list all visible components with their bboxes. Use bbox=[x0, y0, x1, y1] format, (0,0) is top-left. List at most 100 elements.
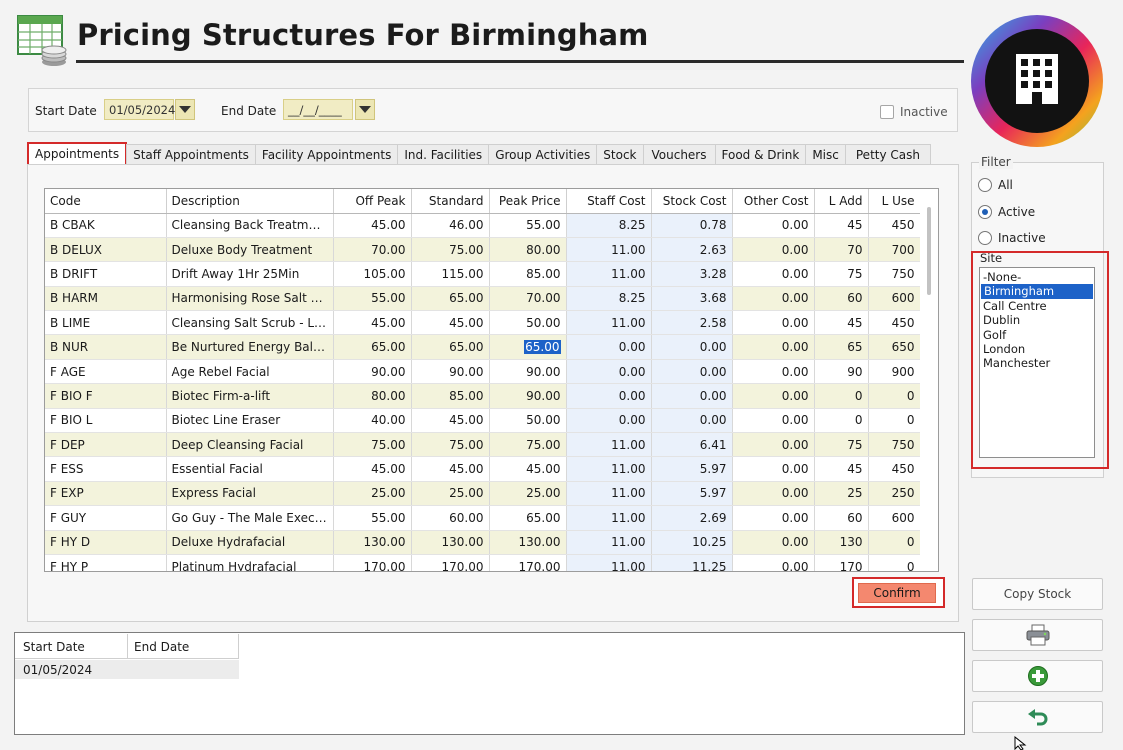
cell-stock-cost[interactable]: 3.68 bbox=[651, 286, 733, 312]
column-header-standard[interactable]: Standard bbox=[411, 189, 490, 214]
cell-off-peak[interactable]: 105.00 bbox=[333, 261, 412, 287]
cell-off-peak[interactable]: 25.00 bbox=[333, 481, 412, 507]
cell-other-cost[interactable]: 0.00 bbox=[732, 383, 815, 409]
column-header-code[interactable]: Code bbox=[45, 189, 167, 214]
site-option-london[interactable]: London bbox=[983, 341, 1026, 356]
cell-description[interactable]: Biotec Firm-a-lift bbox=[166, 383, 334, 409]
site-option-call-centre[interactable]: Call Centre bbox=[983, 298, 1047, 313]
tab-facility-appointments[interactable]: Facility Appointments bbox=[254, 144, 399, 166]
cell-l-use[interactable]: 450 bbox=[868, 310, 921, 336]
cell-staff-cost[interactable]: 11.00 bbox=[566, 481, 652, 507]
cell-standard[interactable]: 75.00 bbox=[411, 432, 490, 458]
cell-description[interactable]: Drift Away 1Hr 25Min bbox=[166, 261, 334, 287]
cell-staff-cost[interactable]: 0.00 bbox=[566, 383, 652, 409]
cell-standard[interactable]: 45.00 bbox=[411, 408, 490, 434]
history-header-end-date[interactable]: End Date bbox=[128, 634, 239, 659]
cell-peak-price[interactable]: 85.00 bbox=[489, 261, 567, 287]
tab-vouchers[interactable]: Vouchers bbox=[642, 144, 716, 166]
cell-l-add[interactable]: 170 bbox=[814, 554, 869, 571]
table-row[interactable]: F DEP Deep Cleansing Facial 75.00 75.00 75.0… bbox=[45, 432, 921, 458]
cell-description[interactable]: Express Facial bbox=[166, 481, 334, 507]
cell-standard[interactable]: 85.00 bbox=[411, 383, 490, 409]
cell-code[interactable]: B LIME bbox=[45, 310, 167, 336]
cell-code[interactable]: B HARM bbox=[45, 286, 167, 312]
cell-code[interactable]: F AGE bbox=[45, 359, 167, 385]
cell-standard[interactable]: 45.00 bbox=[411, 310, 490, 336]
cell-other-cost[interactable]: 0.00 bbox=[732, 530, 815, 555]
cell-off-peak[interactable]: 45.00 bbox=[333, 456, 412, 482]
grid-vertical-scrollbar[interactable] bbox=[920, 189, 938, 571]
end-date-field[interactable]: __/__/____ bbox=[283, 99, 353, 120]
cell-peak-price[interactable]: 80.00 bbox=[489, 237, 567, 263]
cell-other-cost[interactable]: 0.00 bbox=[732, 432, 815, 458]
cell-l-use[interactable]: 0 bbox=[868, 554, 921, 571]
cell-other-cost[interactable]: 0.00 bbox=[732, 456, 815, 482]
cell-staff-cost[interactable]: 0.00 bbox=[566, 334, 652, 360]
table-row[interactable]: B NUR Be Nurtured Energy Balancer 65.00 65.… bbox=[45, 334, 921, 360]
cell-peak-price[interactable]: 65.00 bbox=[489, 505, 567, 531]
cell-peak-price[interactable]: 90.00 bbox=[489, 383, 567, 409]
cell-stock-cost[interactable]: 2.63 bbox=[651, 237, 733, 263]
cell-stock-cost[interactable]: 2.69 bbox=[651, 505, 733, 531]
cell-l-add[interactable]: 130 bbox=[814, 530, 869, 555]
tab-group-activities[interactable]: Group Activities bbox=[488, 144, 598, 166]
cell-l-use[interactable]: 900 bbox=[868, 359, 921, 385]
cell-l-add[interactable]: 0 bbox=[814, 408, 869, 434]
cell-description[interactable]: Deep Cleansing Facial bbox=[166, 432, 334, 458]
cell-stock-cost[interactable]: 0.00 bbox=[651, 408, 733, 434]
column-header-description[interactable]: Description bbox=[166, 189, 334, 214]
cell-peak-price[interactable]: 130.00 bbox=[489, 530, 567, 555]
cell-other-cost[interactable]: 0.00 bbox=[732, 481, 815, 507]
cell-code[interactable]: F DEP bbox=[45, 432, 167, 458]
add-button[interactable] bbox=[972, 660, 1103, 692]
cell-off-peak[interactable]: 45.00 bbox=[333, 213, 412, 238]
cell-standard[interactable]: 75.00 bbox=[411, 237, 490, 263]
cell-l-add[interactable]: 70 bbox=[814, 237, 869, 263]
cell-l-add[interactable]: 60 bbox=[814, 286, 869, 312]
table-row[interactable]: F BIO F Biotec Firm-a-lift 80.00 85.00 90.00… bbox=[45, 383, 921, 409]
column-header-off-peak[interactable]: Off Peak bbox=[333, 189, 412, 214]
cell-off-peak[interactable]: 170.00 bbox=[333, 554, 412, 571]
cell-peak-price[interactable]: 70.00 bbox=[489, 286, 567, 312]
cell-peak-price[interactable]: 75.00 bbox=[489, 432, 567, 458]
cell-standard[interactable]: 46.00 bbox=[411, 213, 490, 238]
cell-l-add[interactable]: 90 bbox=[814, 359, 869, 385]
tab-petty-cash[interactable]: Petty Cash bbox=[844, 144, 931, 166]
cell-code[interactable]: B DELUX bbox=[45, 237, 167, 263]
start-date-field[interactable]: 01/05/2024 bbox=[104, 99, 175, 120]
table-row[interactable]: F HY P Platinum Hydrafacial 170.00 170.00 17… bbox=[45, 554, 921, 571]
table-row[interactable]: B CBAK Cleansing Back Treatment 45.00 46.00… bbox=[45, 213, 921, 238]
cell-code[interactable]: F BIO L bbox=[45, 408, 167, 434]
pricing-grid[interactable]: Code Description Off Peak Standard Peak … bbox=[44, 188, 939, 572]
end-date-dropdown-button[interactable] bbox=[355, 99, 375, 120]
table-row[interactable]: B HARM Harmonising Rose Salt Ritual 55.00 6… bbox=[45, 286, 921, 312]
cell-other-cost[interactable]: 0.00 bbox=[732, 286, 815, 312]
table-row[interactable]: B DELUX Deluxe Body Treatment 70.00 75.00 80… bbox=[45, 237, 921, 263]
print-button[interactable] bbox=[972, 619, 1103, 651]
table-row[interactable]: F HY D Deluxe Hydrafacial 130.00 130.00 130.… bbox=[45, 530, 921, 555]
cell-description[interactable]: Platinum Hydrafacial bbox=[166, 554, 334, 571]
cell-other-cost[interactable]: 0.00 bbox=[732, 261, 815, 287]
cell-description[interactable]: Deluxe Hydrafacial bbox=[166, 530, 334, 555]
cell-off-peak[interactable]: 80.00 bbox=[333, 383, 412, 409]
cell-code[interactable]: B DRIFT bbox=[45, 261, 167, 287]
cell-l-use[interactable]: 750 bbox=[868, 432, 921, 458]
undo-button[interactable] bbox=[972, 701, 1103, 733]
cell-code[interactable]: F EXP bbox=[45, 481, 167, 507]
cell-staff-cost[interactable]: 0.00 bbox=[566, 408, 652, 434]
cell-standard[interactable]: 45.00 bbox=[411, 456, 490, 482]
cell-l-use[interactable]: 450 bbox=[868, 213, 921, 238]
history-header-start-date[interactable]: Start Date bbox=[15, 634, 128, 659]
cell-peak-price[interactable]: 65.00 bbox=[489, 334, 567, 360]
cell-other-cost[interactable]: 0.00 bbox=[732, 237, 815, 263]
cell-standard[interactable]: 65.00 bbox=[411, 286, 490, 312]
cell-l-add[interactable]: 45 bbox=[814, 213, 869, 238]
cell-off-peak[interactable]: 70.00 bbox=[333, 237, 412, 263]
cell-staff-cost[interactable]: 8.25 bbox=[566, 286, 652, 312]
filter-active-radio[interactable] bbox=[978, 205, 992, 219]
cell-peak-price[interactable]: 50.00 bbox=[489, 408, 567, 434]
cell-l-use[interactable]: 700 bbox=[868, 237, 921, 263]
cell-peak-price[interactable]: 55.00 bbox=[489, 213, 567, 238]
cell-l-use[interactable]: 650 bbox=[868, 334, 921, 360]
table-row[interactable]: F ESS Essential Facial 45.00 45.00 45.00 11.0… bbox=[45, 456, 921, 482]
